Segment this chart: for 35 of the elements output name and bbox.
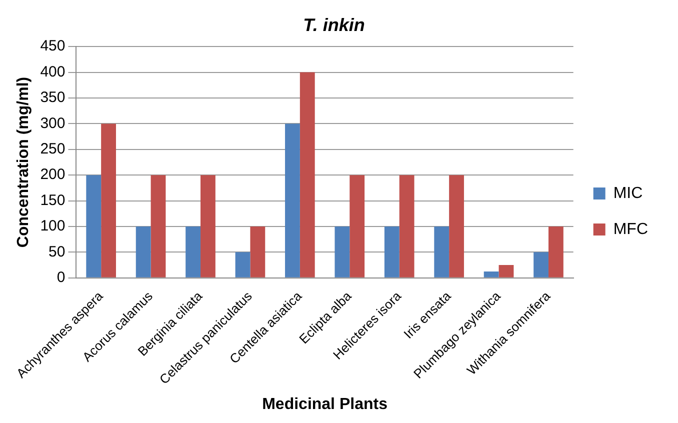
bar xyxy=(548,226,564,278)
bar xyxy=(350,175,365,278)
bar xyxy=(136,226,151,278)
bar xyxy=(534,252,548,278)
y-tick-label: 350 xyxy=(40,89,66,106)
bar xyxy=(434,226,450,278)
y-tick-label: 150 xyxy=(40,192,66,209)
y-tick-label: 200 xyxy=(40,166,66,184)
y-tick-label: 400 xyxy=(40,63,66,80)
bar xyxy=(235,252,250,278)
legend-label: MFC xyxy=(613,220,648,238)
chart-title: T. inkin xyxy=(303,14,365,35)
legend-label: MIC xyxy=(613,184,643,202)
bar xyxy=(449,175,464,278)
y-tick-label: 250 xyxy=(40,140,66,158)
bar xyxy=(186,226,201,278)
bar xyxy=(285,124,300,278)
bar xyxy=(498,265,514,278)
bar xyxy=(150,175,166,278)
bar xyxy=(384,226,400,278)
x-axis-title: Medicinal Plants xyxy=(262,396,388,413)
bar xyxy=(399,175,414,278)
y-tick-label: 300 xyxy=(40,114,66,132)
y-axis-title: Concentration (mg/ml) xyxy=(15,76,32,248)
bar xyxy=(484,271,499,278)
y-tick-label: 450 xyxy=(40,38,66,55)
y-tick-label: 50 xyxy=(48,243,66,260)
bar xyxy=(250,226,266,278)
bar xyxy=(300,72,315,278)
bar xyxy=(334,226,350,278)
bar xyxy=(86,175,102,278)
y-tick-label: 100 xyxy=(40,218,66,235)
bar xyxy=(101,124,116,278)
bar xyxy=(200,175,216,278)
y-tick-label: 0 xyxy=(56,269,66,286)
